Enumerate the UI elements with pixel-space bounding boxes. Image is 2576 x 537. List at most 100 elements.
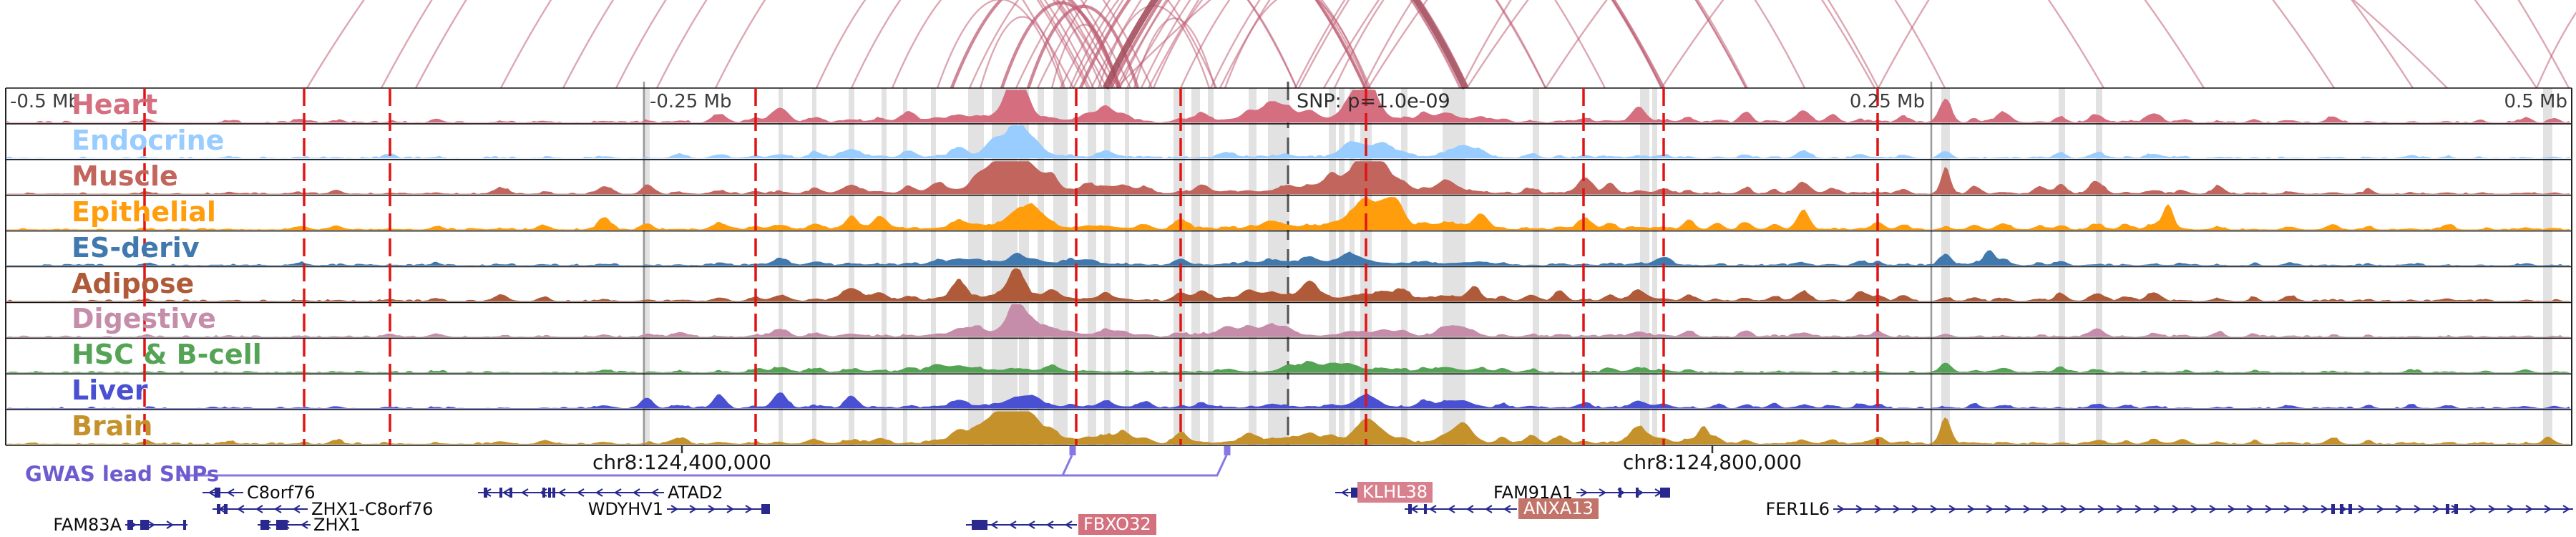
signal-adipose: [7, 268, 2570, 301]
interaction-arc: [380, 0, 1075, 89]
strand-arrow: [1893, 505, 1901, 513]
signal-es-deriv: [7, 250, 2570, 266]
strand-arrow: [1340, 488, 1349, 497]
strand-arrow: [1064, 521, 1073, 529]
exon-box: [1660, 488, 1670, 498]
gwas-snp-connector: [1061, 455, 1073, 476]
strand-arrow: [650, 488, 659, 497]
signal-muscle: [7, 161, 2570, 195]
strand-arrow: [502, 488, 510, 497]
gwas-lead-snps-label: GWAS lead SNPs: [25, 462, 220, 486]
strand-arrow: [2190, 505, 2199, 513]
strand-arrow: [1503, 505, 1511, 513]
strand-arrow: [1986, 505, 1994, 513]
strand-arrow: [2358, 505, 2366, 513]
signal-heart: [7, 90, 2570, 123]
strand-arrow: [1855, 505, 1864, 513]
track-borders: [5, 87, 2572, 446]
strand-arrow: [208, 488, 216, 497]
strand-arrow: [1837, 505, 1845, 513]
strand-arrow: [2507, 505, 2515, 513]
strand-arrow: [2135, 505, 2143, 513]
strand-arrow: [292, 505, 301, 513]
axis-tick-label-plus-0-5mb: 0.5 Mb: [2504, 91, 2567, 112]
strand-arrow: [1874, 505, 1883, 513]
interaction-arc: [891, 0, 1103, 89]
gene-label-fbxo32: FBXO32: [1078, 514, 1156, 535]
strand-arrow: [1484, 505, 1493, 513]
strand-arrow: [990, 521, 998, 529]
strand-arrow: [2041, 505, 2050, 513]
exon-box: [215, 488, 220, 498]
strand-arrow: [726, 505, 735, 513]
interaction-arc: [1068, 0, 1298, 89]
gene-track: [125, 488, 2573, 530]
strand-arrow: [226, 488, 235, 497]
exon-box: [509, 488, 512, 498]
gene-label-anxa13: ANXA13: [1518, 498, 1599, 519]
exon-box: [2348, 504, 2352, 514]
gwas-snp-tick: [1224, 446, 1231, 455]
track-label-epithelial: Epithelial: [72, 195, 216, 228]
strand-arrow: [1580, 488, 1589, 497]
strand-arrow: [2097, 505, 2106, 513]
coordinate-label-right: chr8:124,800,000: [1622, 450, 1802, 474]
exon-box: [2454, 504, 2458, 514]
axis-tick-label-minus-0-25mb: -0.25 Mb: [650, 91, 732, 112]
strand-arrow: [2060, 505, 2069, 513]
strand-arrow: [2079, 505, 2087, 513]
strand-arrow: [2209, 505, 2218, 513]
strand-arrow: [689, 505, 698, 513]
track-label-hsc-b-cell: HSC & B-cell: [72, 339, 262, 371]
exon-box: [552, 488, 555, 498]
signal-digestive: [7, 304, 2570, 337]
strand-arrow: [1027, 521, 1035, 529]
track-label-muscle: Muscle: [72, 160, 178, 192]
strand-arrow: [300, 521, 308, 529]
gene-label-fer1l6: FER1L6: [1765, 499, 1830, 519]
exon-box: [499, 488, 502, 498]
track-label-heart: Heart: [72, 89, 158, 120]
track-label-es-deriv: ES-deriv: [72, 231, 200, 263]
strand-arrow: [632, 488, 640, 497]
strand-arrow: [166, 521, 175, 529]
interaction-arc: [1660, 0, 2538, 89]
strand-arrow: [2432, 505, 2441, 513]
interaction-arc: [850, 0, 1153, 89]
strand-arrow: [1428, 505, 1437, 513]
interaction-arc: [1224, 0, 1370, 89]
interaction-arc: [1333, 0, 1663, 89]
strand-arrow: [2562, 505, 2571, 513]
interaction-arc: [2535, 11, 2576, 89]
strand-arrow: [576, 488, 585, 497]
strand-arrow: [2004, 505, 2013, 513]
exon-box: [1424, 504, 1427, 514]
strand-arrow: [273, 505, 282, 513]
strand-arrow: [2395, 505, 2404, 513]
strand-arrow: [1599, 488, 1607, 497]
strand-arrow: [2246, 505, 2255, 513]
strand-arrow: [2469, 505, 2478, 513]
strand-arrow: [613, 488, 622, 497]
interaction-arcs: [306, 0, 2576, 90]
exon-box: [1408, 504, 1412, 514]
exon-box: [2446, 504, 2449, 514]
exon-box: [548, 488, 551, 498]
strand-arrow: [1911, 505, 1920, 513]
interaction-arc: [1000, 1, 1122, 89]
exon-box: [1351, 488, 1357, 498]
red-marker-lines: [143, 88, 1879, 445]
exon-box: [1619, 488, 1621, 498]
strand-arrow: [2153, 505, 2162, 513]
exon-box: [183, 520, 186, 530]
interaction-arc: [1140, 0, 1461, 89]
gwas-snp-tick: [1069, 446, 1076, 455]
exon-box: [2340, 504, 2343, 514]
interaction-arc: [1090, 0, 1606, 89]
exon-box: [224, 504, 228, 514]
signal-hsc-b-cell: [7, 360, 2570, 373]
strand-arrow: [2116, 505, 2124, 513]
axis-tick-label-minus-0-5mb: -0.5 Mb: [10, 91, 80, 112]
interaction-arc: [1078, 0, 1367, 89]
